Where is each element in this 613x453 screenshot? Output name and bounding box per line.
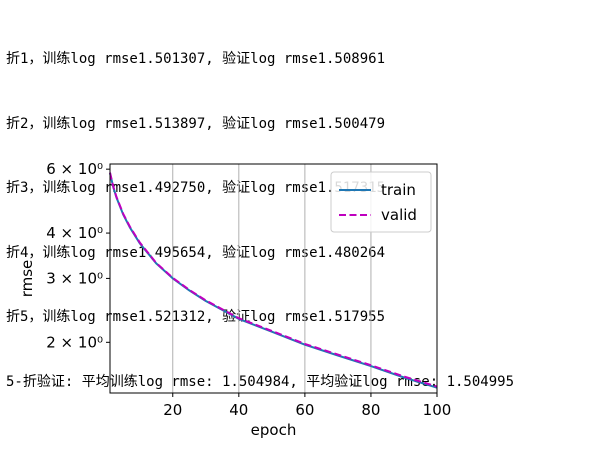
x-tick-label-40: 40 xyxy=(229,401,248,419)
log-line-fold-4: 折4，训练log rmse1.495654, 验证log rmse1.48026… xyxy=(6,244,386,261)
legend-box xyxy=(330,171,432,233)
log-line-summary: 5-折验证: 平均训练log rmse: 1.504984, 平均验证log r… xyxy=(6,373,515,390)
console-output: 折1，训练log rmse1.501307, 验证log rmse1.50896… xyxy=(6,6,514,415)
axis-ticks: 20 40 60 80 100 2 × 10⁰ 3 × 10⁰ 4 × 10⁰ 6 × 10⁰ xyxy=(46,160,451,419)
y-tick-label-4: 4 × 10⁰ xyxy=(46,224,103,242)
legend: train valid xyxy=(330,171,432,233)
x-tick-label-100: 100 xyxy=(423,401,452,419)
log-line-fold-2: 折2，训练log rmse1.513897, 验证log rmse1.50047… xyxy=(6,115,386,132)
legend-label-train: train xyxy=(381,181,416,199)
legend-label-valid: valid xyxy=(381,206,417,224)
log-line-fold-3: 折3，训练log rmse1.492750, 验证log rmse1.51731… xyxy=(6,180,386,196)
y-tick-label-3: 3 × 10⁰ xyxy=(46,269,103,287)
x-tick-label-80: 80 xyxy=(361,401,380,419)
series-lines xyxy=(109,172,438,389)
x-axis-label: epoch xyxy=(251,421,297,439)
y-tick-label-2: 2 × 10⁰ xyxy=(46,333,103,351)
y-axis-label: rmse xyxy=(18,260,36,298)
x-tick-label-60: 60 xyxy=(295,401,314,419)
series-line-valid xyxy=(109,172,438,388)
y-tick-label-6: 6 × 10⁰ xyxy=(46,160,103,178)
log-line-fold-5: 折5，训练log rmse1.521312, 验证log rmse1.51795… xyxy=(6,309,386,325)
log-line-fold-1: 折1，训练log rmse1.501307, 验证log rmse1.50896… xyxy=(6,51,386,67)
x-tick-label-20: 20 xyxy=(163,401,182,419)
